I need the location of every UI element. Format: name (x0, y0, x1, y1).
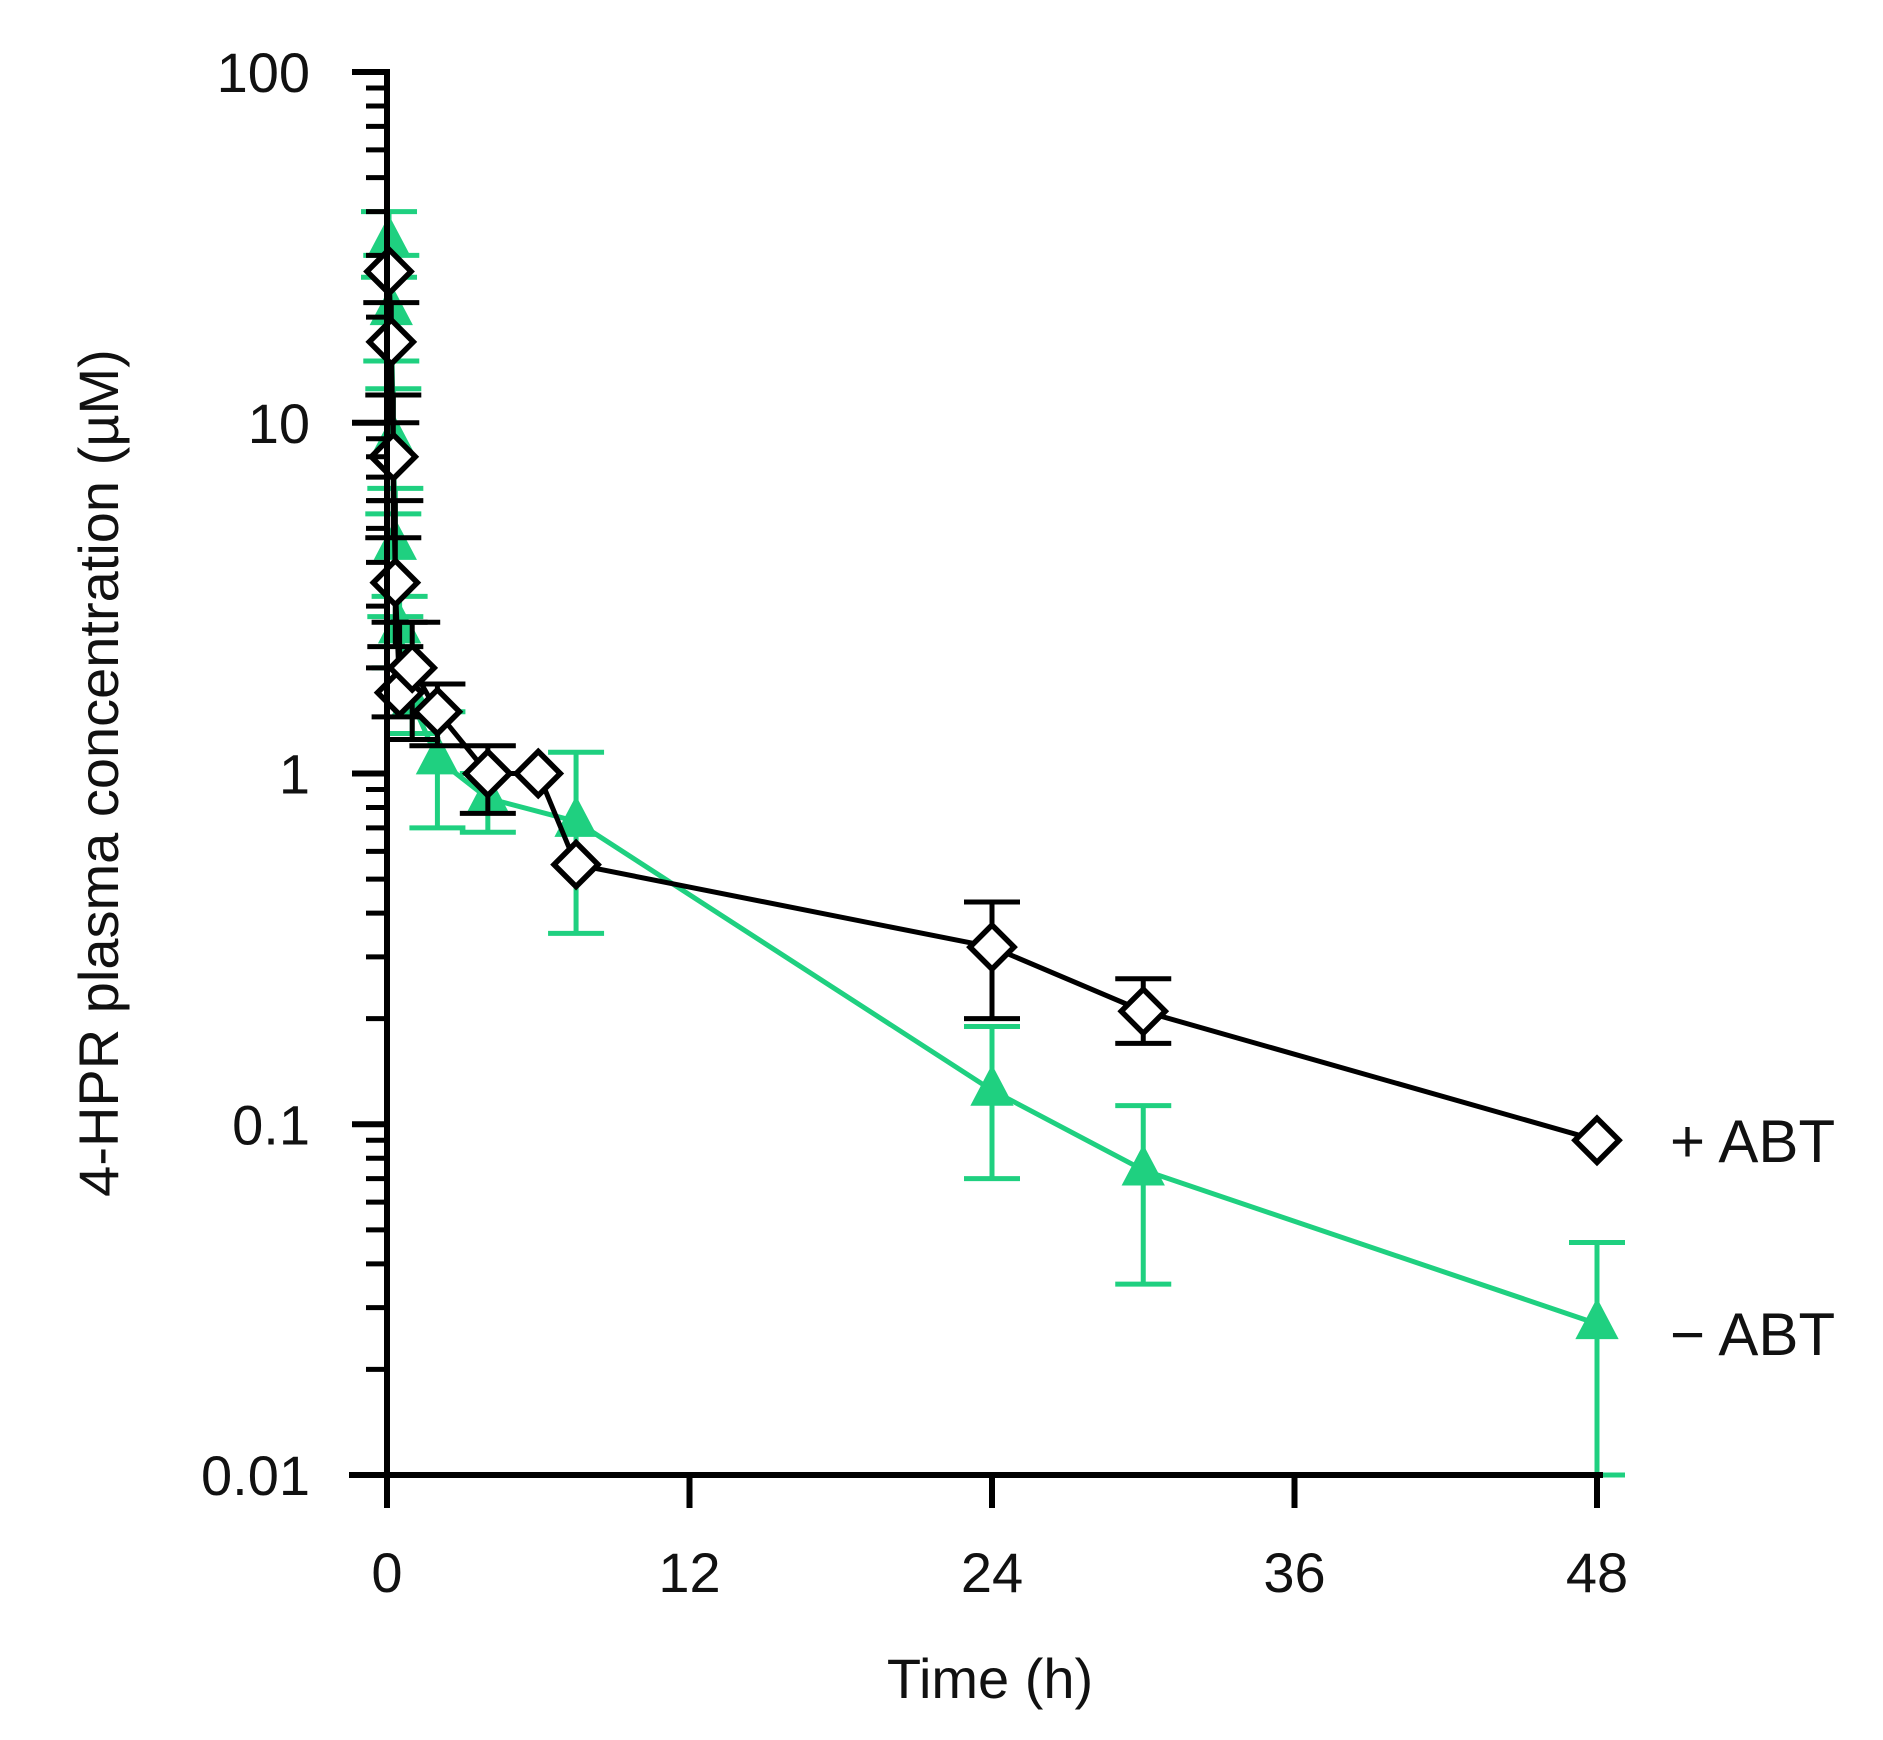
data-point-plus-abt (1571, 1114, 1623, 1167)
legend-label-minus-abt: − ABT (1670, 1301, 1835, 1368)
data-point-plus-abt (1117, 985, 1170, 1038)
data-point-plus-abt (411, 685, 464, 738)
data-point-plus-abt (512, 747, 565, 800)
y-tick-label: 0.01 (201, 1444, 310, 1507)
data-point-plus-abt (550, 838, 602, 891)
data-point-minus-abt (415, 733, 460, 775)
legend-label-plus-abt: + ABT (1670, 1108, 1835, 1175)
x-tick-label: 24 (961, 1541, 1023, 1604)
data-point-minus-abt (1575, 1297, 1619, 1340)
data-point-plus-abt (365, 316, 418, 368)
x-tick-label: 36 (1263, 1541, 1325, 1604)
y-tick-label: 10 (248, 392, 310, 455)
y-tick-label: 1 (279, 743, 310, 806)
data-point-minus-abt (970, 1064, 1014, 1106)
data-point-plus-abt (966, 921, 1018, 973)
data-point-plus-abt (367, 430, 420, 483)
x-axis-title: Time (h) (887, 1647, 1093, 1710)
data-point-plus-abt (461, 747, 514, 800)
x-tick-label: 48 (1566, 1541, 1628, 1604)
y-tick-label: 100 (217, 41, 310, 104)
y-axis-title: 4-HPR plasma concentration (µM) (67, 349, 130, 1197)
data-point-minus-abt (1121, 1144, 1165, 1186)
y-tick-label: 0.1 (232, 1093, 310, 1156)
y-ticks: 0.01 0.1 1 10 100 (201, 41, 387, 1507)
data-point-plus-abt (386, 642, 439, 694)
x-ticks: 0 12 24 36 48 (371, 1475, 1628, 1604)
x-tick-label: 12 (658, 1541, 720, 1604)
data-point-minus-abt (554, 795, 598, 837)
x-tick-label: 0 (371, 1541, 402, 1604)
